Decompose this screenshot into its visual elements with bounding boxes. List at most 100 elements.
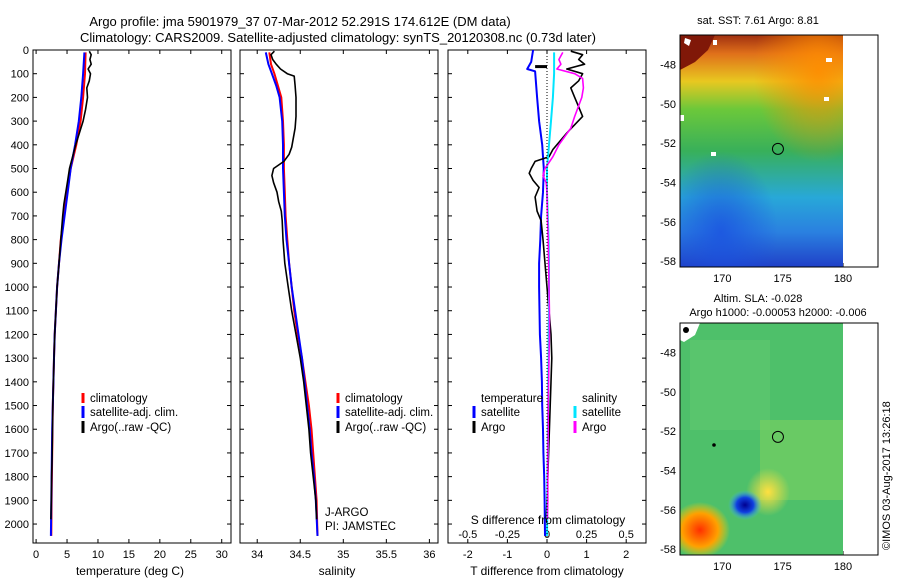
depth-tick-label: 1800 [5, 472, 29, 484]
imos-watermark: ©IMOS 03-Aug-2017 13:26:18 [881, 401, 893, 550]
depth-tick-label: 500 [11, 164, 29, 176]
legend-argo-label: Argo(..raw -QC) [345, 422, 426, 434]
depth-tick-label: 900 [11, 258, 29, 270]
depth-tick-label: 1200 [5, 329, 29, 341]
series-salinity-satellite-adj-clim- [264, 52, 319, 536]
map-y-tick-label: -56 [660, 217, 676, 229]
salinity-panel-frame [239, 49, 439, 544]
x-tick-label: -2 [463, 549, 473, 561]
land-outline [712, 443, 716, 447]
sla-map-title-line2: Argo h1000: -0.00053 h2000: -0.006 [689, 307, 866, 319]
x-tick-label: 20 [154, 549, 166, 561]
sla-patch [690, 340, 770, 430]
legend-s-satellite-label: satellite [582, 407, 621, 419]
sla-map-frame [679, 322, 879, 556]
map-x-tick-label: 170 [713, 561, 731, 573]
depth-tick-label: 300 [11, 116, 29, 128]
x-tick-label: 30 [216, 549, 228, 561]
series-temperature-argo-raw-qc- [50, 50, 92, 520]
x-tick-label: 0 [33, 549, 39, 561]
sla-map: Altim. SLA: -0.028 Argo h1000: -0.00053 … [679, 293, 879, 556]
depth-tick-label: 100 [11, 69, 29, 81]
profile-location-marker [771, 142, 784, 155]
map-y-tick-label: -48 [660, 59, 676, 71]
depth-tick-label: 600 [11, 187, 29, 199]
sst-map: sat. SST: 7.61 Argo: 8.81 [679, 15, 879, 268]
map-y-tick-label: -50 [660, 99, 676, 111]
x-tick-label: 35.5 [376, 549, 397, 561]
sst-map-frame [679, 34, 879, 268]
depth-tick-label: 1300 [5, 353, 29, 365]
depth-tick-label: 400 [11, 140, 29, 152]
series-difference-t-satellite [526, 49, 546, 536]
depth-tick-label: 800 [11, 235, 29, 247]
series-layer [49, 49, 586, 536]
depth-tick-label: 1700 [5, 448, 29, 460]
series-difference-s-argo [542, 52, 585, 520]
series-difference-t-argo [528, 50, 586, 520]
legend-s-argo-label: Argo [582, 422, 606, 434]
legend-temperature-heading: temperature [481, 393, 543, 405]
temperature-axis-label: temperature (deg C) [76, 564, 184, 578]
salinity-axis-label: salinity [319, 564, 356, 578]
x-tick-label: 1 [584, 549, 590, 561]
s-diff-tick-label: -0.5 [458, 529, 477, 541]
land-patch [824, 97, 829, 101]
land-outline [683, 327, 689, 333]
map-y-tick-label: -56 [660, 505, 676, 517]
t-difference-axis-label: T difference from climatology [470, 564, 624, 578]
sla-map-title-line1: Altim. SLA: -0.028 [714, 293, 803, 305]
temperature-panel-frame [32, 49, 232, 544]
sst-cold-region [680, 35, 843, 267]
land-patch [713, 40, 717, 45]
legend-t-satellite-label: satellite [481, 407, 520, 419]
s-difference-axis-label: S difference from climatology [471, 513, 626, 527]
legend-t-argo-label: Argo [481, 422, 505, 434]
depth-tick-label: 1100 [5, 306, 29, 318]
sla-low-anomaly [728, 490, 762, 520]
map-y-tick-label: -54 [660, 177, 676, 189]
map-y-tick-label: -54 [660, 465, 676, 477]
depth-tick-label: 2000 [5, 519, 29, 531]
map-y-tick-label: -48 [660, 347, 676, 359]
profile-location-marker [771, 430, 784, 443]
depth-tick-label: 1400 [5, 377, 29, 389]
map-y-tick-label: -52 [660, 426, 676, 438]
difference-legend: temperature satellite Argo salinity sate… [472, 393, 621, 434]
land-patch [711, 152, 716, 156]
map-x-tick-label: 180 [834, 273, 852, 285]
salinity-legend: climatology satellite-adj. clim. Argo(..… [336, 393, 433, 434]
x-tick-label: 34.5 [290, 549, 311, 561]
map-y-tick-label: -52 [660, 138, 676, 150]
x-tick-label: 0 [544, 549, 550, 561]
s-diff-tick-label: -0.25 [495, 529, 520, 541]
land-patch [826, 58, 832, 62]
x-tick-label: 15 [123, 549, 135, 561]
s-diff-tick-label: 0.25 [576, 529, 597, 541]
legend-climatology-label: climatology [345, 393, 403, 405]
depth-tick-label: 1500 [5, 401, 29, 413]
depth-tick-label: 1000 [5, 282, 29, 294]
depth-tick-label: 1600 [5, 424, 29, 436]
depth-tick-label: 200 [11, 92, 29, 104]
s-diff-tick-label: 0.5 [619, 529, 634, 541]
map-y-tick-label: -58 [660, 256, 676, 268]
figure-title-line1: Argo profile: jma 5901979_37 07-Mar-2012… [89, 14, 510, 29]
jargo-annotation: J-ARGO [325, 507, 369, 519]
x-tick-label: 34 [251, 549, 263, 561]
x-tick-label: 5 [64, 549, 70, 561]
pi-annotation: PI: JAMSTEC [325, 521, 396, 533]
map-y-tick-label: -58 [660, 544, 676, 556]
figure-title-line2: Climatology: CARS2009. Satellite-adjuste… [80, 30, 596, 45]
series-salinity-argo-raw-qc- [270, 50, 318, 520]
depth-tick-label: 0 [23, 45, 29, 57]
x-tick-label: 36 [423, 549, 435, 561]
map-x-tick-label: 180 [834, 561, 852, 573]
sla-high-anomaly [680, 502, 730, 555]
temperature-legend: climatology satellite-adj. clim. Argo(..… [81, 393, 178, 434]
x-tick-label: 25 [185, 549, 197, 561]
map-x-tick-label: 175 [773, 273, 791, 285]
legend-climatology-label: climatology [90, 393, 148, 405]
